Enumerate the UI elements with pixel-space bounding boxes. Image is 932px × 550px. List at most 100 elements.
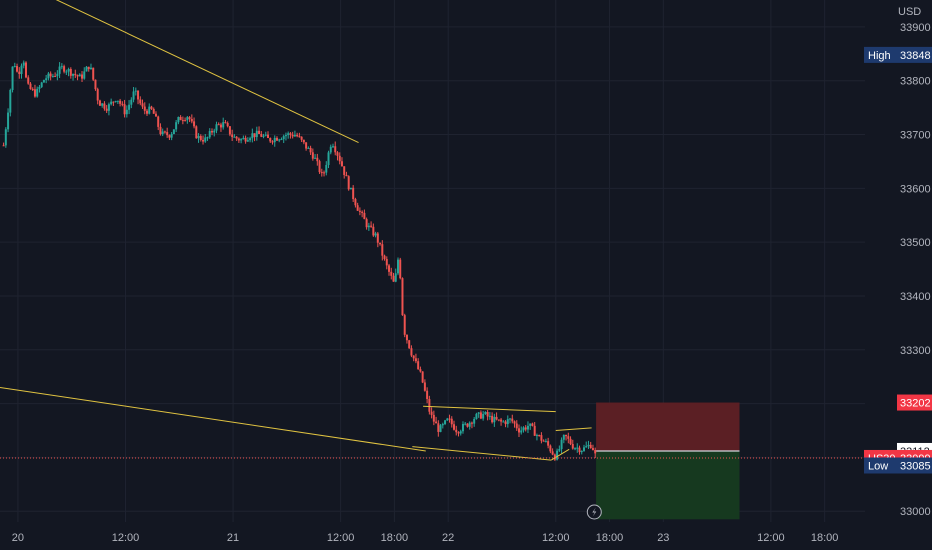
currency-label: USD — [898, 6, 921, 18]
candle-body — [22, 62, 25, 66]
candle-body — [374, 233, 377, 236]
candle-body — [240, 139, 243, 141]
candle-body — [589, 444, 592, 449]
candle-body — [85, 66, 88, 72]
candle-body — [54, 75, 57, 77]
candle-body — [4, 129, 7, 146]
candle-body — [439, 425, 442, 432]
candle-body — [520, 430, 523, 433]
candle-body — [430, 411, 433, 415]
candle-body — [320, 172, 323, 174]
candle-body — [318, 161, 321, 173]
trendline — [412, 446, 552, 461]
candle-body — [110, 101, 113, 105]
candle-body — [372, 226, 375, 236]
candle-body — [217, 124, 220, 126]
candle-body — [300, 136, 303, 140]
candle-body — [414, 358, 417, 362]
candle-body — [172, 129, 175, 134]
y-tick-label: 33800 — [900, 76, 931, 88]
candle-body — [38, 86, 41, 89]
price-tag-value-bg — [897, 457, 932, 474]
candle-body — [197, 135, 200, 139]
candle-body — [74, 73, 77, 76]
candle-body — [538, 435, 541, 437]
candle-body — [383, 255, 386, 260]
candle-body — [567, 436, 570, 439]
candle-body — [184, 120, 187, 122]
price-axis[interactable]: USD 330003310033200333003340033500336003… — [898, 6, 931, 518]
candle-body — [311, 152, 314, 159]
candle-body — [340, 161, 343, 167]
candle-body — [177, 116, 180, 123]
price-tag-label: High — [868, 50, 891, 62]
candle-body — [466, 423, 469, 427]
candle-body — [547, 441, 550, 446]
candle-body — [16, 66, 19, 72]
candle-body — [275, 137, 278, 141]
x-tick-label: 22 — [442, 532, 454, 544]
candle-body — [309, 147, 312, 153]
candle-body — [365, 219, 368, 228]
candle-body — [390, 271, 393, 276]
price-tag-label-bg — [864, 457, 897, 474]
candle-body — [417, 361, 420, 370]
candle-body — [235, 136, 238, 139]
candle-body — [502, 421, 505, 423]
candle-body — [544, 441, 547, 443]
candle-body — [493, 416, 496, 423]
candle-body — [473, 418, 476, 424]
candle-body — [58, 66, 61, 74]
candle-body — [314, 157, 317, 159]
candle-body — [244, 137, 247, 142]
candle-body — [376, 233, 379, 243]
candle-body — [154, 113, 157, 117]
candle-body — [202, 139, 205, 142]
candle-body — [260, 134, 263, 137]
trendlines[interactable] — [0, 0, 592, 461]
candle-body — [367, 225, 370, 228]
candle-body — [574, 448, 577, 450]
candle-body — [139, 99, 142, 104]
candle-body — [578, 447, 581, 453]
candle-body — [558, 448, 561, 451]
candle-body — [437, 423, 440, 432]
price-tag-label: Low — [868, 460, 888, 472]
time-axis[interactable]: 20 12:00 21 12:00 18:00 22 12:00 18:00 23 12:00 18… — [12, 532, 839, 544]
candle-body — [327, 152, 330, 166]
candle-body — [166, 132, 169, 136]
candle-body — [316, 157, 319, 162]
candle-body — [24, 62, 27, 78]
y-tick-label: 33900 — [900, 22, 931, 34]
candle-body — [401, 278, 404, 316]
candle-body — [56, 73, 59, 77]
event-marker[interactable] — [586, 504, 602, 520]
x-tick-label: 21 — [227, 532, 239, 544]
candle-body — [33, 89, 36, 97]
price-tag-value: 33085 — [900, 460, 931, 472]
candle-body — [107, 104, 110, 111]
candle-body — [105, 108, 108, 111]
candle-body — [219, 124, 222, 128]
candle-body — [273, 137, 276, 143]
position-zones[interactable] — [596, 402, 740, 520]
x-tick-label: 12:00 — [327, 532, 355, 544]
lightning-icon — [592, 507, 597, 517]
candle-body — [143, 106, 146, 111]
candle-body — [453, 424, 456, 430]
candle-body — [482, 414, 485, 419]
candle-body — [76, 75, 79, 77]
candle-body — [470, 422, 473, 424]
candle-body — [179, 116, 182, 121]
candle-body — [284, 135, 287, 137]
candle-body — [65, 71, 68, 73]
candle-body — [450, 418, 453, 425]
candle-body — [141, 103, 144, 107]
candle-body — [468, 422, 471, 427]
candle-body — [40, 82, 43, 87]
candle-body — [441, 424, 444, 426]
candle-body — [302, 139, 305, 143]
candle-body — [255, 130, 258, 138]
candle-body — [258, 130, 261, 135]
